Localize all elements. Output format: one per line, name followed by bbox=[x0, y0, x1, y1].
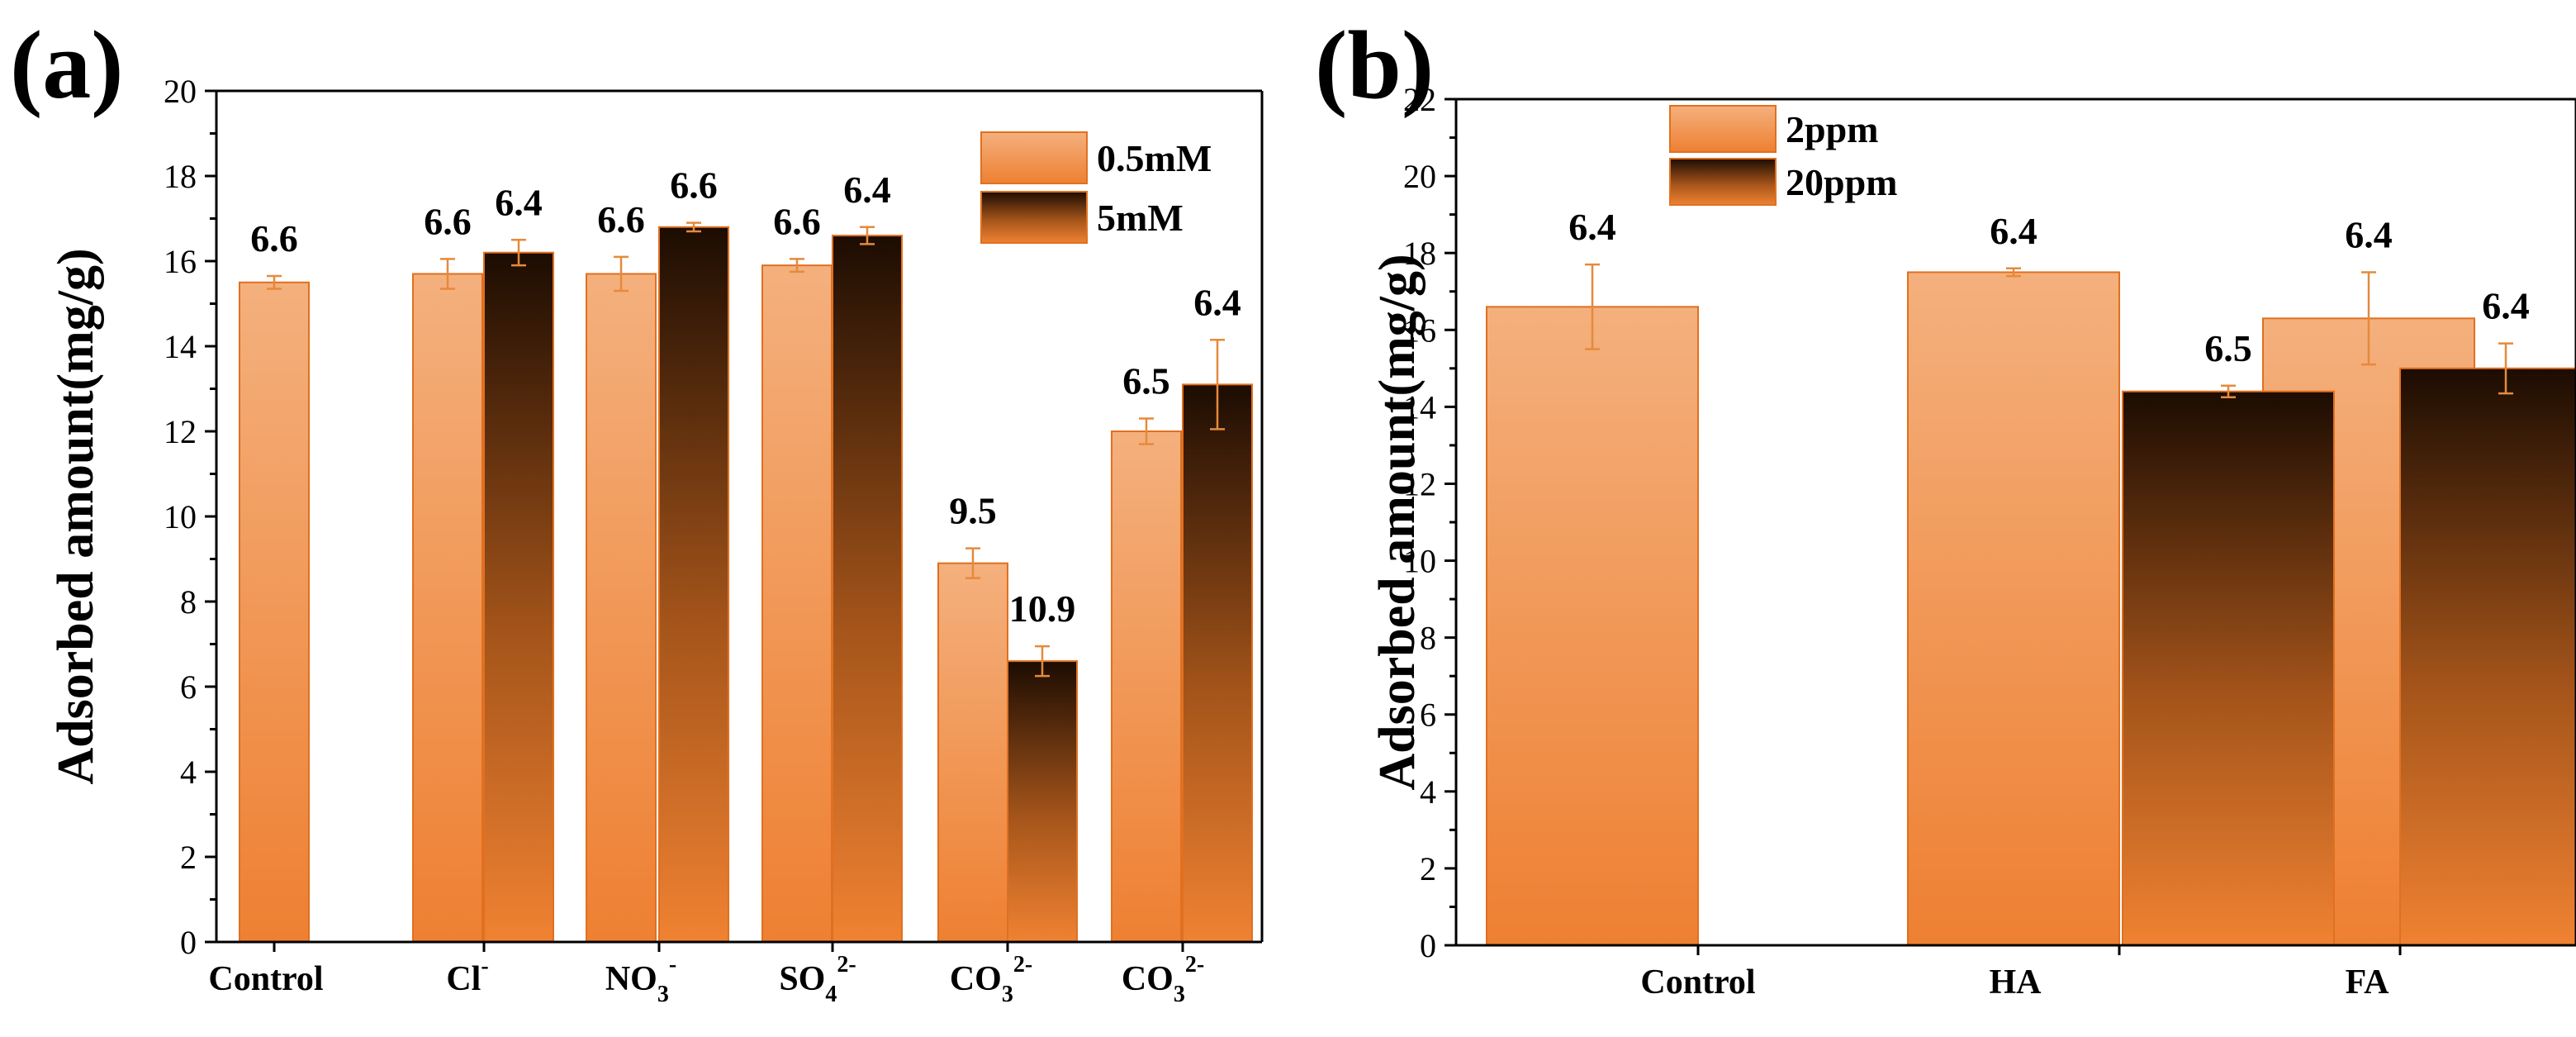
data-label-b-0-1: 6.4 bbox=[1990, 210, 2038, 252]
data-label-b-0-0: 6.4 bbox=[1568, 206, 1616, 248]
x-category-base-b-0: Control bbox=[1640, 963, 1755, 1001]
legend-swatch-a-0 bbox=[980, 131, 1088, 184]
legend-label-a-1: 5mM bbox=[1097, 197, 1184, 239]
data-label-b-1-2: 6.4 bbox=[2482, 285, 2530, 327]
x-category-sub-a-3: 4 bbox=[825, 982, 837, 1007]
panel-label-a: (a) bbox=[10, 11, 124, 119]
panel-label-b: (b) bbox=[1315, 11, 1434, 119]
y-tick-label-a-10: 20 bbox=[164, 73, 197, 110]
data-label-a-1-3: 6.4 bbox=[843, 169, 891, 211]
bar-a-5mM-4 bbox=[1007, 660, 1078, 943]
y-tick-label-b-6: 12 bbox=[1403, 465, 1436, 502]
bar-a-05mM-0 bbox=[239, 281, 310, 943]
y-tick-label-a-6: 12 bbox=[164, 413, 197, 450]
bar-b-20ppm-2 bbox=[2399, 367, 2576, 946]
y-tick-label-b-1: 2 bbox=[1420, 850, 1436, 887]
y-tick-label-b-4: 8 bbox=[1420, 620, 1436, 657]
y-tick-label-a-4: 8 bbox=[180, 583, 197, 621]
bar-b-20ppm-1 bbox=[2122, 390, 2335, 946]
y-tick-label-b-3: 6 bbox=[1420, 697, 1436, 734]
legend-swatch-a-1 bbox=[980, 191, 1088, 244]
x-category-label-b-0: Control bbox=[1640, 963, 1755, 1001]
x-category-base-b-1: HA bbox=[1990, 963, 2042, 1001]
data-label-a-1-4: 10.9 bbox=[1009, 587, 1076, 630]
bar-a-05mM-2 bbox=[586, 273, 657, 943]
bar-b-2ppm-0 bbox=[1486, 306, 1699, 946]
y-tick-label-b-11: 22 bbox=[1403, 81, 1436, 118]
legend-swatch-b-0 bbox=[1669, 105, 1777, 153]
x-category-base-a-2: NO bbox=[605, 960, 657, 998]
legend-label-b-1: 20ppm bbox=[1786, 161, 1897, 203]
x-category-sub-a-4: 3 bbox=[1002, 982, 1013, 1007]
x-category-label-a-2: NO3- bbox=[605, 952, 676, 1007]
y-tick-label-b-10: 20 bbox=[1403, 158, 1436, 195]
data-label-a-0-1: 6.6 bbox=[424, 200, 472, 242]
bar-a-5mM-2 bbox=[658, 226, 729, 943]
data-label-a-0-0: 6.6 bbox=[250, 217, 298, 259]
x-category-base-a-4: CO bbox=[950, 960, 1002, 998]
x-category-sub-a-5: 3 bbox=[1174, 982, 1185, 1007]
x-category-base-b-2: FA bbox=[2346, 963, 2390, 1001]
y-tick-label-b-0: 0 bbox=[1420, 927, 1436, 964]
bar-b-2ppm-1 bbox=[1907, 271, 2120, 947]
y-tick-label-b-9: 18 bbox=[1403, 235, 1436, 272]
x-category-label-a-1: Cl- bbox=[446, 954, 488, 998]
x-category-sub-a-2: 3 bbox=[657, 982, 669, 1007]
y-tick-label-a-3: 6 bbox=[180, 668, 197, 706]
data-label-b-1-1: 6.5 bbox=[2204, 327, 2252, 369]
x-category-label-a-5: CO32- bbox=[1122, 952, 1204, 1007]
x-category-sup-a-2: - bbox=[669, 952, 676, 978]
data-label-b-0-2: 6.4 bbox=[2345, 213, 2393, 255]
legend-swatch-b-1 bbox=[1669, 158, 1777, 206]
bar-a-05mM-3 bbox=[761, 264, 833, 943]
x-category-sup-a-4: 2- bbox=[1013, 952, 1032, 978]
bar-a-5mM-5 bbox=[1182, 383, 1253, 944]
x-category-label-a-0: Control bbox=[208, 960, 323, 998]
legend-label-a-0: 0.5mM bbox=[1097, 137, 1212, 179]
y-tick-label-b-7: 14 bbox=[1403, 388, 1436, 426]
data-label-a-0-5: 6.5 bbox=[1122, 360, 1170, 402]
data-label-a-1-2: 6.6 bbox=[670, 164, 718, 207]
x-category-base-a-0: Control bbox=[208, 960, 323, 998]
x-category-label-a-3: SO42- bbox=[779, 952, 856, 1007]
y-tick-label-b-2: 4 bbox=[1420, 773, 1436, 811]
bar-a-5mM-1 bbox=[483, 251, 554, 943]
y-tick-label-b-5: 10 bbox=[1403, 543, 1436, 580]
y-tick-label-a-9: 18 bbox=[164, 158, 197, 195]
y-axis-title-b: Adsorbed amount(mg/g) bbox=[1369, 254, 1426, 790]
y-tick-label-a-7: 14 bbox=[164, 328, 197, 365]
chart-a: 6.6 6.6 6.6 6.6 9.5 6.5 6.4 6.6 6.4 10.9 6.4 0 2 4 6 8 1… bbox=[48, 73, 1264, 1007]
chart-b: 6.4 6.4 6.4 6.5 6.4 0 2 4 6 8 10 12 14 16 18 20 22 Adsorb… bbox=[1369, 81, 2576, 1001]
x-category-label-b-1: HA bbox=[1990, 963, 2042, 1001]
x-category-sup-a-3: 2- bbox=[837, 952, 856, 978]
data-label-a-0-3: 6.6 bbox=[773, 200, 821, 242]
bar-a-5mM-3 bbox=[832, 235, 903, 944]
y-tick-label-a-2: 4 bbox=[180, 754, 197, 791]
data-label-a-1-5: 6.4 bbox=[1193, 281, 1241, 323]
x-category-label-a-4: CO32- bbox=[950, 952, 1032, 1007]
y-tick-label-a-0: 0 bbox=[180, 924, 197, 961]
x-category-label-b-2: FA bbox=[2346, 963, 2390, 1001]
x-category-base-a-3: SO bbox=[779, 960, 825, 998]
x-category-base-a-5: CO bbox=[1122, 960, 1174, 998]
x-category-sup-a-1: - bbox=[481, 954, 488, 979]
x-category-sup-a-5: 2- bbox=[1185, 952, 1204, 978]
data-label-a-1-1: 6.4 bbox=[495, 181, 543, 223]
legend-label-b-0: 2ppm bbox=[1786, 108, 1878, 150]
y-tick-label-a-8: 16 bbox=[164, 243, 197, 280]
y-tick-label-a-1: 2 bbox=[180, 839, 197, 876]
y-tick-label-a-5: 10 bbox=[164, 498, 197, 535]
data-label-a-0-4: 9.5 bbox=[949, 490, 997, 532]
x-category-base-a-1: Cl bbox=[446, 960, 481, 998]
bar-a-05mM-5 bbox=[1111, 430, 1182, 943]
data-label-a-0-2: 6.6 bbox=[597, 198, 645, 240]
bar-a-05mM-1 bbox=[412, 273, 483, 943]
bar-a-05mM-4 bbox=[937, 562, 1008, 944]
y-tick-label-b-8: 16 bbox=[1403, 312, 1436, 349]
y-axis-title-a: Adsorbed amount(mg/g) bbox=[48, 248, 104, 784]
